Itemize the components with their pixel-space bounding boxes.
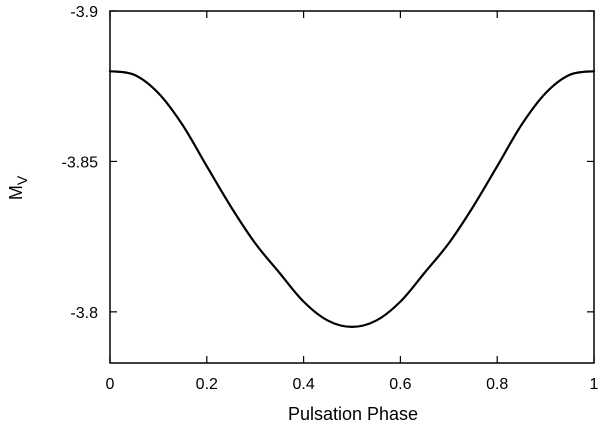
x-tick-label: 1 xyxy=(590,376,599,393)
x-tick-label: 0.2 xyxy=(196,376,218,393)
x-tick-label: 0.4 xyxy=(292,376,314,393)
x-tick-label: 0.6 xyxy=(389,376,411,393)
y-tick-label: -3.9 xyxy=(70,4,98,21)
series-line xyxy=(108,70,596,328)
y-axis-label: MV xyxy=(6,175,30,200)
x-axis: 0 0.2 0.4 0.6 0.8 1 xyxy=(106,11,599,393)
x-axis-label: Pulsation Phase xyxy=(288,404,418,422)
x-tick-label: 0 xyxy=(106,376,115,393)
y-tick-label: -3.8 xyxy=(70,305,98,322)
y-axis-label-sub: V xyxy=(14,175,30,185)
plot-frame xyxy=(109,10,595,364)
y-tick-label: -3.85 xyxy=(62,154,99,171)
series-group xyxy=(108,70,596,328)
x-tick-label: 0.8 xyxy=(486,376,508,393)
plot-area xyxy=(109,10,595,364)
y-axis-label-main: M xyxy=(6,185,26,200)
y-axis: -3.9 -3.85 -3.8 xyxy=(62,4,594,322)
